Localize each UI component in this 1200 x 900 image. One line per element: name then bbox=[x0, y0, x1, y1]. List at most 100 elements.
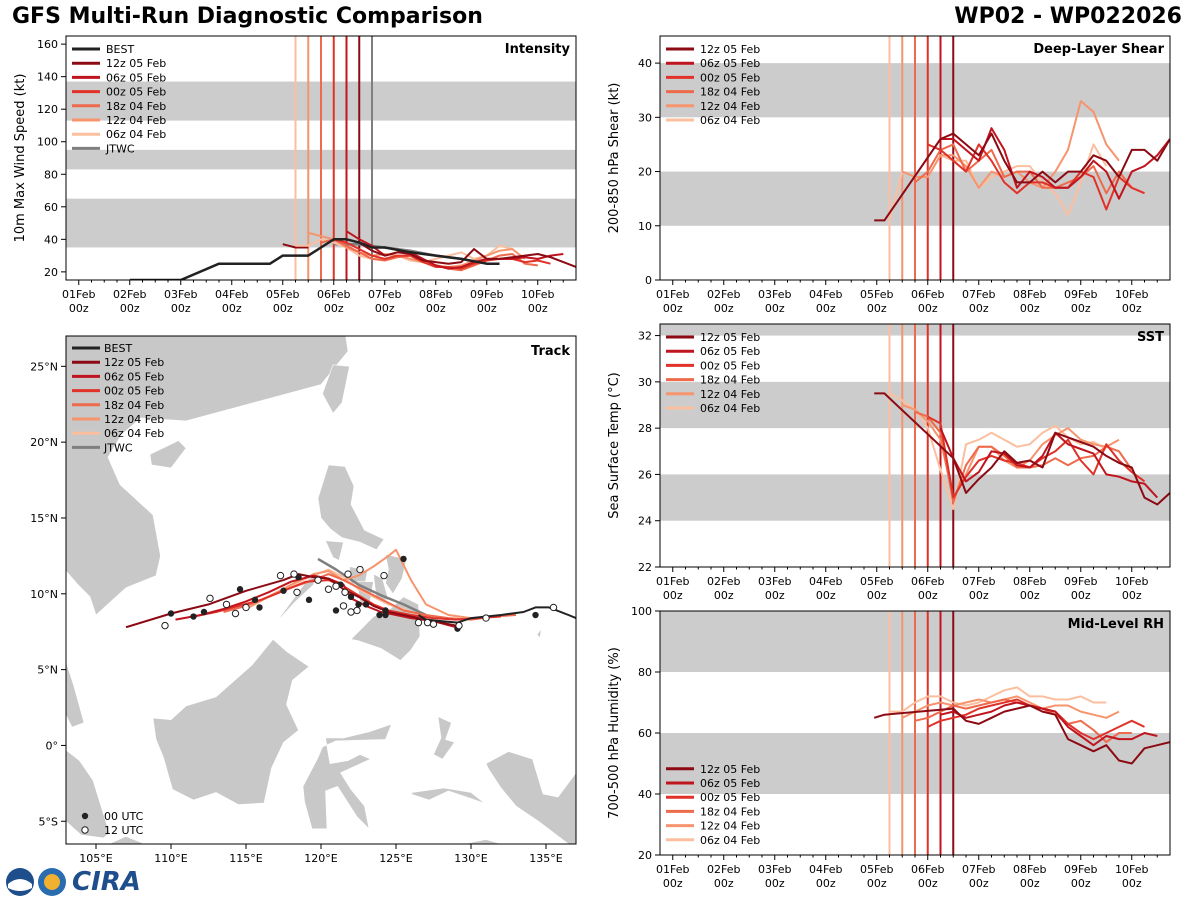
track-point-12utc bbox=[429, 620, 438, 628]
plot-area bbox=[660, 611, 1170, 855]
x-tick-label: 06Feb bbox=[911, 575, 944, 588]
legend-label: 12z 05 Feb bbox=[700, 331, 760, 344]
panel-title: Track bbox=[531, 344, 570, 359]
y-tick-label: 100 bbox=[631, 605, 652, 618]
x-tick-label: 07Feb bbox=[368, 288, 401, 301]
track-line bbox=[193, 579, 502, 621]
y-tick-label: 32 bbox=[638, 330, 652, 343]
track-point-12utc bbox=[290, 570, 298, 578]
x-tick-label: 00z bbox=[663, 589, 683, 602]
lat-tick-label: 5°N bbox=[37, 664, 58, 677]
panel-title: Intensity bbox=[505, 42, 571, 57]
panel-title: SST bbox=[1137, 330, 1164, 345]
x-tick-label: 01Feb bbox=[656, 863, 689, 876]
legend-label: 06z 04 Feb bbox=[106, 128, 166, 141]
track-point-12utc bbox=[455, 621, 463, 630]
x-tick-label: 10Feb bbox=[521, 288, 554, 301]
x-tick-label: 00z bbox=[867, 302, 887, 315]
x-tick-label: 00z bbox=[816, 302, 836, 315]
lat-tick-label: 20°N bbox=[30, 436, 58, 449]
panel-track: 105°E 110°E 115°E 120°E 125°E 130°E 135°E 5°S 0°… bbox=[30, 335, 577, 900]
legend-label: 06z 04 Feb bbox=[104, 427, 164, 440]
track-point-00utc bbox=[305, 596, 313, 604]
x-tick-label: 00z bbox=[867, 589, 887, 602]
legend-label: 06z 05 Feb bbox=[700, 777, 760, 790]
land-polygon bbox=[152, 638, 310, 805]
legend-label: 06z 04 Feb bbox=[700, 834, 760, 847]
y-tick-label: 10 bbox=[638, 220, 652, 233]
y-tick-label: 60 bbox=[44, 201, 58, 214]
x-tick-label: 06Feb bbox=[911, 863, 944, 876]
x-tick-label: 03Feb bbox=[758, 863, 791, 876]
x-tick-label: 00z bbox=[714, 877, 734, 890]
legend-label: 12z 05 Feb bbox=[700, 43, 760, 56]
land-polygon bbox=[374, 873, 431, 900]
y-tick-label: 40 bbox=[638, 57, 652, 70]
x-tick-label: 07Feb bbox=[962, 863, 995, 876]
panel-intensity: 01Feb00z02Feb00z03Feb00z04Feb00z05Feb00z… bbox=[13, 35, 577, 315]
x-tick-label: 02Feb bbox=[113, 288, 146, 301]
x-tick-label: 04Feb bbox=[809, 575, 842, 588]
track-point-12utc bbox=[161, 621, 169, 630]
x-tick-label: 00z bbox=[663, 877, 683, 890]
x-tick-label: 00z bbox=[1071, 877, 1091, 890]
x-tick-label: 00z bbox=[375, 302, 395, 315]
track-point-12utc bbox=[380, 571, 388, 580]
lon-tick-label: 120°E bbox=[304, 852, 337, 865]
series-line bbox=[914, 143, 1133, 195]
series-line bbox=[358, 241, 576, 268]
track-point-12utc bbox=[231, 609, 240, 618]
legend-label: 12 UTC bbox=[104, 824, 144, 837]
legend-label: 12z 05 Feb bbox=[104, 356, 164, 369]
plot-area bbox=[660, 36, 1170, 280]
x-tick-label: 09Feb bbox=[1064, 575, 1097, 588]
legend-label: 00 UTC bbox=[104, 810, 144, 823]
track-line bbox=[317, 557, 427, 617]
track-point-00utc bbox=[251, 596, 259, 604]
x-tick-label: 00z bbox=[714, 589, 734, 602]
track-point-12utc bbox=[242, 603, 250, 612]
x-tick-label: 00z bbox=[918, 589, 938, 602]
track-point-12utc bbox=[341, 588, 349, 596]
y-tick-label: 22 bbox=[638, 561, 652, 574]
plot-area bbox=[660, 324, 1170, 567]
y-axis-label: 700-500 hPa Humidity (%) bbox=[607, 647, 622, 819]
x-tick-label: 00z bbox=[714, 302, 734, 315]
lat-tick-label: 10°N bbox=[30, 588, 58, 601]
x-tick-label: 00z bbox=[222, 302, 242, 315]
x-tick-label: 04Feb bbox=[215, 288, 248, 301]
x-tick-label: 00z bbox=[918, 877, 938, 890]
y-tick-label: 28 bbox=[638, 422, 652, 435]
x-tick-label: 00z bbox=[273, 302, 293, 315]
x-tick-label: 09Feb bbox=[470, 288, 503, 301]
x-tick-label: 04Feb bbox=[809, 288, 842, 301]
y-tick-label: 20 bbox=[638, 166, 652, 179]
x-tick-label: 00z bbox=[477, 302, 497, 315]
x-tick-label: 00z bbox=[1020, 877, 1040, 890]
legend-label: 06z 05 Feb bbox=[104, 370, 164, 383]
cira-logo-text: CIRA bbox=[72, 867, 141, 897]
x-tick-label: 00z bbox=[426, 302, 446, 315]
x-tick-label: 00z bbox=[867, 877, 887, 890]
track-point-12utc bbox=[423, 618, 432, 627]
x-tick-label: 03Feb bbox=[758, 575, 791, 588]
land-polygon bbox=[317, 464, 385, 551]
legend-label: 12z 04 Feb bbox=[106, 114, 166, 127]
noaa-globe-icon bbox=[6, 868, 66, 896]
x-tick-label: 08Feb bbox=[1013, 575, 1046, 588]
track-point-00utc bbox=[382, 607, 389, 614]
track-point-12utc bbox=[347, 608, 355, 616]
land-polygon bbox=[325, 540, 344, 561]
track-point-12utc bbox=[356, 565, 364, 574]
y-tick-label: 24 bbox=[638, 515, 652, 528]
x-tick-label: 07Feb bbox=[962, 575, 995, 588]
track-point-00utc bbox=[532, 611, 539, 619]
y-tick-label: 60 bbox=[638, 727, 652, 740]
y-tick-label: 20 bbox=[638, 849, 652, 862]
x-tick-label: 05Feb bbox=[266, 288, 299, 301]
lat-tick-label: 0° bbox=[46, 739, 59, 752]
series-line bbox=[939, 427, 1159, 499]
legend-label: 06z 04 Feb bbox=[700, 402, 760, 415]
track-point-00utc bbox=[167, 610, 175, 617]
track-point-12utc bbox=[324, 585, 333, 593]
